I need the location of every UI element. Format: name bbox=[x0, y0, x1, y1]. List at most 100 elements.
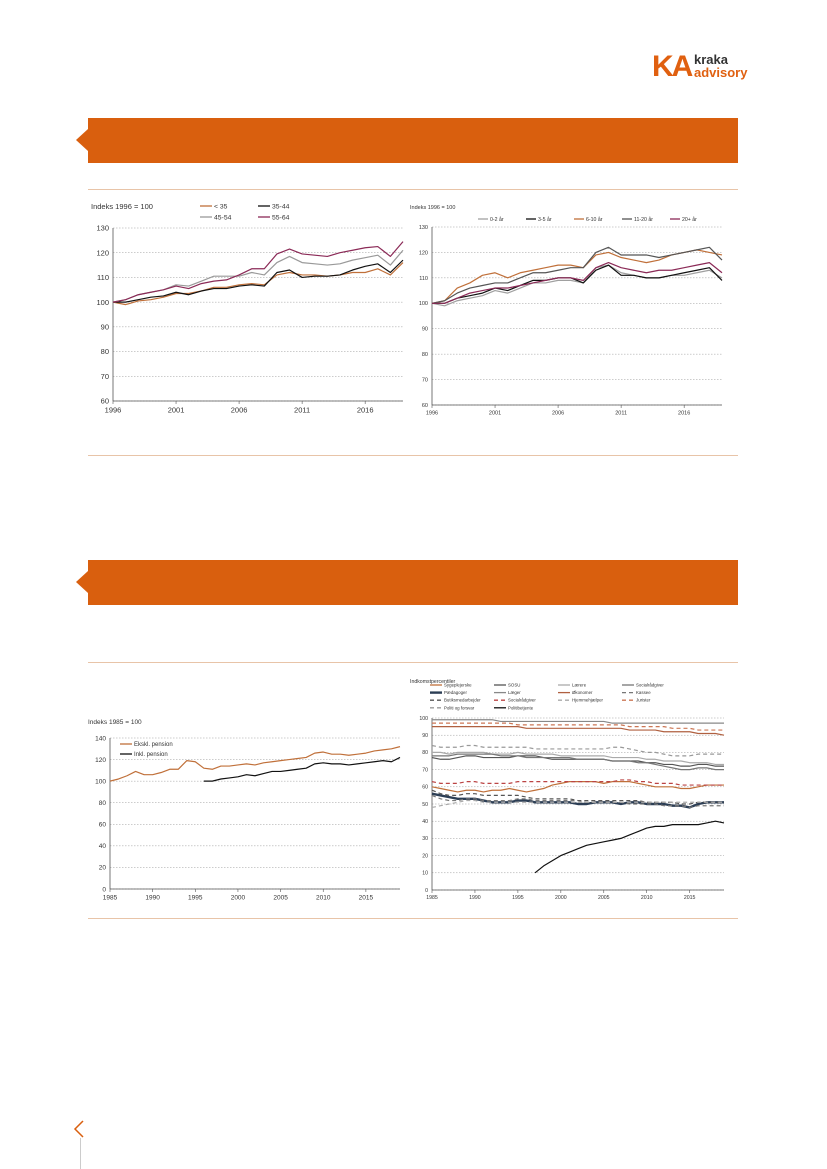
series-line bbox=[112, 249, 404, 303]
divider-bottom-1 bbox=[88, 455, 738, 456]
y-tick-label: 80 bbox=[422, 750, 428, 756]
y-tick-label: 100 bbox=[419, 301, 428, 307]
y-axis-label: Indeks 1996 = 100 bbox=[91, 202, 153, 211]
series-line bbox=[431, 781, 724, 793]
x-tick-label: 1985 bbox=[426, 895, 438, 901]
page-edge-line bbox=[80, 1138, 81, 1169]
legend-label: 20+ år bbox=[682, 216, 697, 223]
y-tick-label: 110 bbox=[419, 276, 428, 282]
y-tick-label: 110 bbox=[97, 273, 109, 282]
x-tick-label: 2000 bbox=[231, 895, 246, 902]
legend-label: Lærere bbox=[572, 683, 587, 688]
chart-income-percentiles-svg: Indkomstpercentiler 0 10 20 30 40 50 60 70 80 90 10… bbox=[410, 679, 725, 901]
series-line bbox=[432, 751, 724, 766]
x-tick-label: 2001 bbox=[489, 411, 501, 417]
x-tick-label: 1995 bbox=[512, 895, 524, 901]
x-tick-label: 1996 bbox=[105, 406, 122, 415]
y-tick-label: 40 bbox=[99, 843, 107, 850]
x-tick-label: 2001 bbox=[168, 406, 185, 415]
legend-label: Socialrådgiver bbox=[508, 698, 536, 703]
y-tick-label: 20 bbox=[422, 853, 428, 859]
x-tick-label: 2015 bbox=[684, 895, 696, 901]
section-banner-1 bbox=[88, 118, 738, 163]
y-tick-label: 120 bbox=[95, 757, 106, 764]
x-tick-label: 1985 bbox=[103, 895, 118, 902]
y-tick-label: 90 bbox=[101, 322, 109, 331]
y-axis-label: Indeks 1996 = 100 bbox=[410, 205, 455, 211]
chart-income-percentiles: Indkomstpercentiler 0 10 20 30 40 50 60 70 80 90 10… bbox=[410, 675, 735, 910]
legend-label: 11-20 år bbox=[634, 216, 653, 223]
back-arrow-icon[interactable] bbox=[72, 1118, 86, 1140]
legend-label: Politi og forsvar bbox=[444, 705, 475, 710]
y-tick-label: 70 bbox=[422, 377, 428, 383]
x-tick-label: 2006 bbox=[231, 406, 248, 415]
y-tick-label: 60 bbox=[422, 785, 428, 791]
x-tick-label: 2010 bbox=[316, 895, 331, 902]
legend-label: Socialrådgiver bbox=[636, 683, 664, 688]
legend-label: 0-2 år bbox=[490, 216, 504, 223]
x-tick-label: 2011 bbox=[294, 406, 310, 415]
kraka-advisory-logo: KA kraka advisory bbox=[652, 50, 762, 86]
series-line bbox=[109, 746, 401, 782]
y-tick-label: 120 bbox=[96, 248, 109, 257]
legend-label: 45-54 bbox=[214, 214, 232, 221]
y-tick-label: 130 bbox=[419, 225, 428, 231]
divider-top-2 bbox=[88, 662, 738, 663]
series-line bbox=[431, 246, 723, 304]
y-tick-label: 80 bbox=[101, 347, 109, 356]
chart-pension: Indeks 1985 = 100 0 20 40 60 80 100 120 140 1985 1… bbox=[88, 714, 408, 909]
series-line bbox=[431, 779, 724, 786]
logo-word-advisory: advisory bbox=[694, 65, 748, 80]
y-tick-label: 20 bbox=[99, 865, 107, 872]
y-tick-label: 100 bbox=[95, 778, 106, 785]
x-tick-label: 2006 bbox=[552, 411, 564, 417]
series-line bbox=[113, 259, 404, 303]
y-axis-label: Indeks 1985 = 100 bbox=[88, 719, 142, 726]
chart-pension-svg: Indeks 1985 = 100 0 20 40 60 80 100 120 140 1985 1… bbox=[88, 719, 401, 902]
x-tick-label: 1996 bbox=[426, 411, 438, 417]
y-tick-label: 140 bbox=[95, 735, 106, 742]
series-line bbox=[432, 753, 724, 771]
y-axis-label: Indkomstpercentiler bbox=[410, 679, 456, 685]
y-tick-label: 30 bbox=[422, 836, 428, 842]
legend-label: 55-64 bbox=[272, 214, 290, 221]
legend-label: Butiksmedarbejder bbox=[444, 698, 481, 703]
x-tick-label: 2011 bbox=[615, 411, 627, 417]
legend-label: Kassee bbox=[636, 690, 651, 695]
series-line bbox=[112, 241, 404, 303]
x-tick-label: 1990 bbox=[145, 895, 160, 902]
chart-seniority-svg: Indeks 1996 = 100 60 70 80 90 100 110 120 130 199… bbox=[410, 205, 723, 417]
series-line bbox=[432, 719, 724, 724]
y-tick-label: 80 bbox=[99, 800, 107, 807]
series-line bbox=[432, 726, 725, 736]
divider-bottom-2 bbox=[88, 918, 738, 919]
x-tick-label: 2016 bbox=[678, 411, 690, 417]
series-line bbox=[431, 789, 724, 805]
series-line bbox=[112, 262, 404, 306]
x-tick-label: 2005 bbox=[598, 895, 610, 901]
y-tick-label: 80 bbox=[422, 352, 428, 358]
legend-label: < 35 bbox=[214, 203, 228, 210]
series-line bbox=[432, 264, 723, 304]
chart-age-groups: Indeks 1996 = 100 60 70 80 90 100 110 120 130 199… bbox=[88, 196, 408, 421]
x-tick-label: 2000 bbox=[555, 895, 567, 901]
legend-label: Politibetjente bbox=[508, 705, 534, 710]
legend-label: Inkl. pension bbox=[134, 752, 168, 758]
logo-word-kraka: kraka bbox=[694, 52, 728, 67]
series-line bbox=[431, 264, 723, 307]
series-line bbox=[431, 799, 724, 809]
y-tick-label: 90 bbox=[422, 733, 428, 739]
y-tick-label: 130 bbox=[96, 224, 109, 233]
legend-label: Jurister bbox=[636, 698, 651, 703]
legend-label: SOSU bbox=[508, 683, 520, 688]
y-tick-label: 10 bbox=[422, 871, 428, 877]
legend-label: 35-44 bbox=[272, 203, 290, 210]
y-tick-label: 60 bbox=[422, 403, 428, 409]
y-tick-label: 100 bbox=[96, 298, 109, 307]
series-line bbox=[431, 249, 723, 304]
y-tick-label: 90 bbox=[422, 327, 428, 333]
y-tick-label: 50 bbox=[422, 802, 428, 808]
y-tick-label: 0 bbox=[102, 886, 106, 893]
series-line bbox=[534, 820, 725, 874]
y-tick-label: 70 bbox=[101, 372, 109, 381]
